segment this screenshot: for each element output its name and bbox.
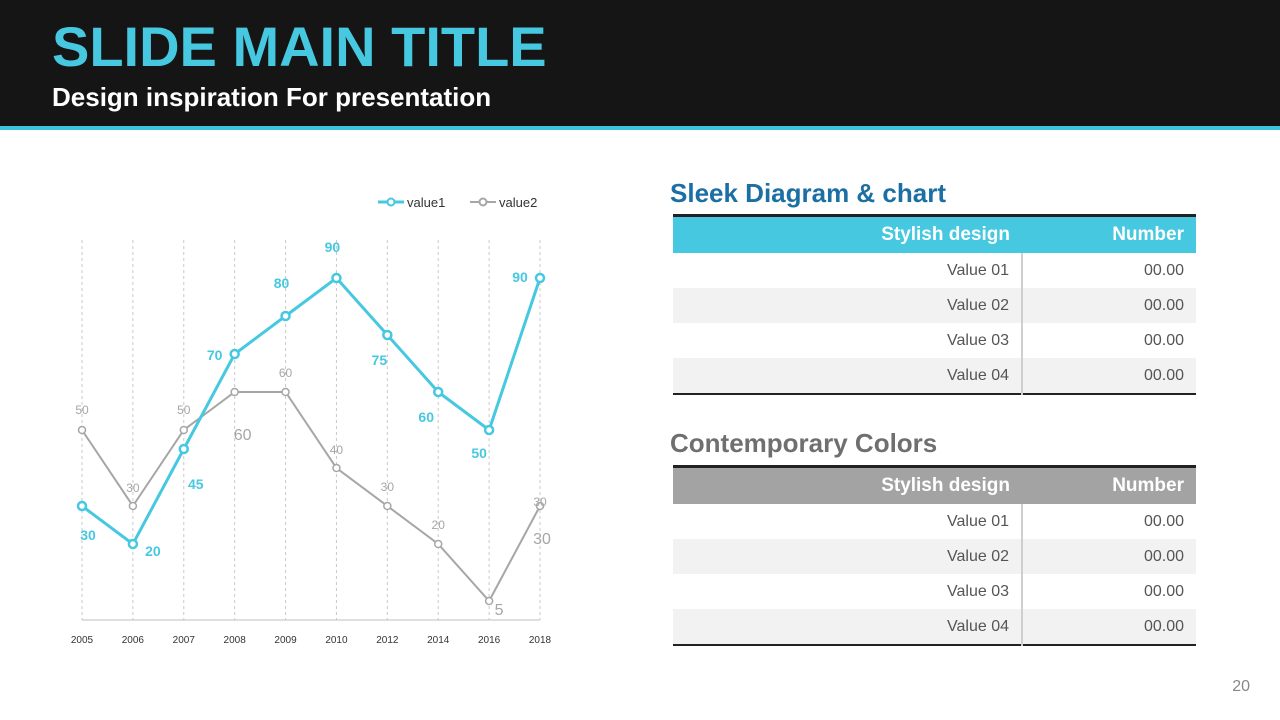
table1-col-design-header: Stylish design — [673, 215, 1022, 253]
series-line-value1 — [81, 275, 542, 547]
data-label-value1: 60 — [418, 409, 434, 425]
header-accent-stripe — [0, 126, 1280, 130]
table-cell-number: 00.00 — [1022, 609, 1196, 645]
data-point-value2 — [128, 501, 138, 511]
slide-title: SLIDE MAIN TITLE — [52, 15, 547, 78]
data-point-value1 — [331, 272, 342, 284]
page-number: 20 — [1232, 678, 1250, 695]
table-cell-number: 00.00 — [1143, 331, 1184, 349]
table-row: Value 02 00.00 — [673, 288, 1196, 323]
header-bar — [0, 0, 1280, 126]
slide-subtitle: Design inspiration For presentation — [52, 82, 492, 112]
x-tick-label: 2008 — [224, 635, 247, 646]
data-label-value1: 90 — [512, 269, 528, 285]
data-point-value2 — [383, 501, 392, 511]
table-cell-label: Value 03 — [673, 323, 1023, 358]
data-point-value2 — [332, 463, 341, 473]
legend-marker-value2 — [478, 197, 488, 207]
data-point-value1 — [229, 348, 240, 360]
table-row: Value 01 00.00 — [673, 504, 1196, 539]
data-point-value1 — [127, 538, 139, 550]
data-label-value2: 60 — [279, 366, 293, 380]
x-tick-label: 2018 — [529, 635, 552, 646]
x-tick-label: 2012 — [376, 635, 399, 646]
x-tick-label: 2010 — [325, 635, 348, 646]
data-label-value2: 50 — [177, 403, 191, 417]
table-cell-number: 00.00 — [1143, 512, 1184, 530]
table1-header-row: Stylish design Number — [673, 215, 1196, 253]
data-label-value2: 20 — [432, 518, 446, 532]
data-label-extra: 5 — [495, 602, 504, 619]
table-cell-number: 00.00 — [1022, 288, 1196, 323]
data-point-value2 — [433, 539, 443, 549]
data-label-value1: 90 — [325, 239, 341, 255]
table-cell-number: 00.00 — [1022, 358, 1196, 394]
table2-header-row: Stylish design Number — [673, 466, 1196, 504]
data-label-value1: 75 — [372, 352, 388, 368]
x-tick-label: 2014 — [427, 635, 450, 646]
table1-heading: Sleek Diagram & chart — [670, 178, 947, 208]
legend-marker-value1 — [386, 197, 396, 207]
data-point-value1 — [432, 386, 444, 398]
data-point-value1 — [534, 272, 546, 284]
x-tick-label: 2007 — [173, 635, 196, 646]
data-point-value2 — [230, 387, 239, 397]
table-cell-label: Value 04 — [673, 609, 1023, 645]
data-point-value2 — [535, 501, 545, 511]
data-label-value1: 30 — [80, 527, 96, 543]
table-cell-number: 00.00 — [1143, 582, 1184, 600]
data-point-value2 — [77, 425, 87, 435]
table2-heading: Contemporary Colors — [670, 428, 938, 458]
table-row: Value 01 00.00 — [673, 253, 1196, 288]
data-label-extra: 60 — [234, 427, 252, 444]
table-row: Value 04 00.00 — [673, 358, 1196, 394]
legend-label-value2: value2 — [499, 195, 537, 210]
data-point-value2 — [281, 387, 290, 397]
table-cell-label: Value 01 — [673, 253, 1023, 288]
table-cell-label: Value 01 — [673, 504, 1023, 539]
table1: Stylish design Number Value 01 00.00 Valu… — [673, 214, 1196, 395]
line-chart: 2005 2006 2007 2008 2009 2010 2012 2014 2016 2018… — [71, 195, 552, 646]
data-point-value1 — [178, 443, 190, 455]
data-label-value2: 40 — [330, 443, 344, 457]
table-cell-number: 00.00 — [1143, 261, 1184, 279]
data-label-value1: 20 — [145, 543, 161, 559]
legend-label-value1: value1 — [407, 195, 445, 210]
table-cell-label: Value 02 — [673, 288, 1023, 323]
x-tick-label: 2016 — [478, 635, 501, 646]
table-cell-label: Value 02 — [673, 539, 1023, 574]
table-row: Value 03 00.00 — [673, 574, 1196, 609]
table-cell-label: Value 03 — [673, 574, 1023, 609]
data-point-value1 — [76, 500, 88, 512]
table1-col-number-header: Number — [1022, 215, 1196, 253]
table2-col-number-header: Number — [1022, 466, 1196, 504]
series-line-value2 — [81, 391, 541, 603]
data-label-value1: 80 — [274, 275, 290, 291]
data-label-value2: 50 — [75, 403, 89, 417]
data-label-value2: 30 — [381, 480, 395, 494]
data-label-value1: 50 — [471, 445, 487, 461]
x-tick-label: 2006 — [122, 635, 145, 646]
x-tick-label: 2009 — [274, 635, 297, 646]
table-row: Value 02 00.00 — [673, 539, 1196, 574]
data-label-value2: 30 — [126, 481, 140, 495]
table-row: Value 03 00.00 — [673, 323, 1196, 358]
data-point-value1 — [483, 424, 495, 436]
data-label-value2: 30 — [533, 495, 547, 509]
table-cell-number: 00.00 — [1022, 539, 1196, 574]
data-label-value1: 70 — [207, 347, 223, 363]
data-label-value1: 45 — [188, 476, 204, 492]
data-label-extra: 30 — [533, 531, 551, 548]
data-point-value1 — [382, 329, 393, 341]
data-point-value2 — [179, 425, 189, 435]
table2-col-design-header: Stylish design — [673, 466, 1022, 504]
table-row: Value 04 00.00 — [673, 609, 1196, 645]
data-point-value2 — [484, 596, 494, 606]
x-tick-label: 2005 — [71, 635, 94, 646]
table2: Stylish design Number Value 01 00.00 Valu… — [673, 465, 1196, 646]
data-point-value1 — [280, 310, 291, 322]
table-cell-label: Value 04 — [673, 358, 1023, 394]
